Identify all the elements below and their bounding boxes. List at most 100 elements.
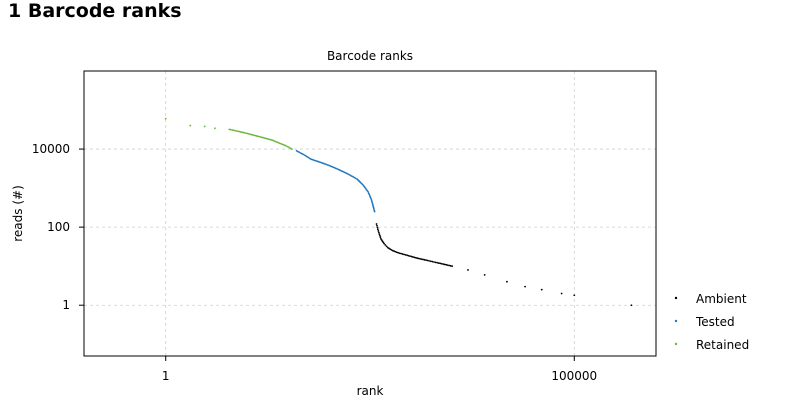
point-ambient-34 — [412, 256, 414, 258]
point-ambient-22 — [394, 250, 397, 253]
point-retained-3 — [214, 127, 216, 130]
point-ambient-64 — [524, 285, 526, 288]
legend-marker-retained — [674, 342, 678, 346]
point-tested-8 — [306, 155, 309, 158]
point-ambient-36 — [414, 256, 417, 259]
point-ambient-26 — [400, 252, 403, 255]
point-ambient-27 — [401, 253, 404, 255]
point-tested-43 — [350, 175, 353, 178]
point-ambient-63 — [506, 280, 508, 283]
point-ambient-40 — [420, 258, 423, 261]
point-tested-74 — [373, 210, 376, 213]
point-ambient-31 — [407, 254, 410, 257]
point-retained-47 — [285, 145, 288, 147]
point-ambient-47 — [431, 260, 434, 263]
point-ambient-54 — [442, 263, 445, 266]
point-tested-4 — [301, 152, 303, 155]
y-tick-label-0: 1 — [62, 298, 70, 312]
point-ambient-25 — [398, 252, 401, 255]
series-retained — [164, 117, 293, 150]
point-tested-42 — [349, 174, 352, 177]
point-ambient-67 — [573, 294, 576, 297]
y-tick-label-2: 10000 — [32, 142, 70, 156]
point-retained-48 — [286, 145, 289, 148]
plot-frame — [83, 70, 657, 357]
point-ambient-2 — [376, 226, 379, 229]
point-retained-4 — [228, 128, 231, 131]
point-ambient-55 — [443, 263, 446, 266]
point-retained-49 — [288, 146, 291, 149]
point-tested-1 — [297, 150, 299, 153]
point-retained-8 — [234, 129, 237, 132]
point-ambient-51 — [437, 262, 440, 264]
point-ambient-61 — [467, 269, 469, 271]
point-retained-5 — [229, 128, 232, 131]
point-ambient-59 — [449, 264, 452, 267]
point-ambient-58 — [448, 264, 451, 267]
point-tested-41 — [348, 173, 351, 176]
legend-marker-tested — [674, 319, 678, 323]
point-ambient-42 — [423, 258, 426, 261]
point-tested-6 — [303, 154, 306, 157]
point-ambient-23 — [395, 251, 398, 254]
point-ambient-24 — [397, 251, 400, 254]
point-tested-40 — [347, 173, 349, 175]
point-tested-45 — [353, 176, 356, 179]
point-ambient-39 — [419, 257, 422, 260]
point-ambient-60 — [451, 265, 454, 268]
chart-title: Barcode ranks — [327, 49, 413, 63]
series-tested — [295, 149, 376, 213]
y-tick-label-1: 100 — [47, 220, 70, 234]
series-ambient — [375, 223, 633, 307]
point-ambient-8 — [379, 236, 382, 239]
point-ambient-57 — [446, 264, 449, 267]
point-ambient-5 — [377, 231, 380, 234]
page-heading: 1 Barcode ranks — [8, 0, 182, 22]
point-ambient-44 — [426, 259, 429, 262]
point-tested-3 — [299, 152, 302, 154]
point-ambient-46 — [429, 260, 432, 263]
point-ambient-52 — [439, 262, 442, 265]
x-tick-label-1: 100000 — [551, 369, 597, 383]
point-ambient-13 — [383, 242, 385, 245]
point-retained-50 — [289, 147, 292, 150]
point-ambient-45 — [428, 259, 431, 262]
point-ambient-56 — [445, 263, 448, 266]
point-retained-51 — [290, 148, 293, 150]
point-retained-7 — [232, 129, 235, 132]
point-ambient-15 — [385, 245, 388, 248]
x-tick-label-0: 1 — [162, 369, 170, 383]
point-retained-6 — [231, 129, 234, 131]
point-ambient-7 — [378, 234, 381, 237]
point-ambient-68 — [630, 304, 633, 307]
point-ambient-28 — [403, 253, 406, 256]
point-ambient-50 — [436, 261, 439, 264]
x-axis-label: rank — [357, 384, 384, 398]
legend-label-tested: Tested — [695, 315, 735, 329]
y-axis-label: reads (#) — [11, 185, 25, 242]
point-ambient-30 — [406, 254, 409, 257]
point-ambient-62 — [483, 273, 486, 276]
point-tested-5 — [302, 153, 305, 156]
point-ambient-53 — [440, 262, 443, 265]
point-ambient-0 — [375, 223, 378, 225]
point-tested-7 — [304, 155, 307, 157]
point-tested-0 — [295, 149, 298, 152]
point-ambient-33 — [410, 255, 413, 258]
point-ambient-43 — [425, 259, 427, 262]
point-ambient-37 — [416, 257, 419, 260]
point-ambient-66 — [560, 292, 563, 295]
point-ambient-48 — [433, 261, 435, 263]
point-tested-2 — [298, 151, 301, 154]
point-ambient-65 — [540, 288, 543, 291]
legend-label-retained: Retained — [696, 338, 749, 352]
point-retained-0 — [164, 117, 167, 120]
point-ambient-41 — [422, 258, 425, 261]
point-ambient-14 — [384, 243, 387, 246]
point-ambient-38 — [417, 257, 420, 260]
point-tested-10 — [308, 157, 311, 160]
point-retained-2 — [203, 125, 206, 128]
point-retained-1 — [189, 124, 192, 127]
point-retained-10 — [237, 130, 239, 133]
point-ambient-20 — [391, 249, 394, 252]
